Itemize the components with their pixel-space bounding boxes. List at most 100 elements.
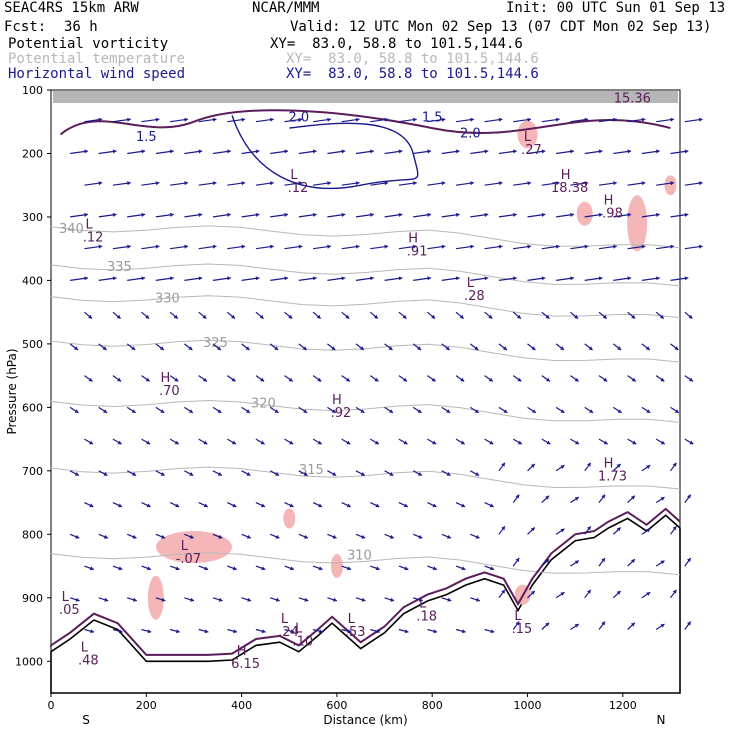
wind-arrowhead-134 xyxy=(145,314,150,319)
wind-arrowhead-201 xyxy=(160,409,165,413)
extremum-value-9: -.07 xyxy=(176,552,201,567)
wind-arrowhead-73 xyxy=(284,212,288,217)
wind-arrowhead-372 xyxy=(660,624,665,628)
wind-arrowhead-320 xyxy=(432,566,437,571)
low-pv-patch-4 xyxy=(330,554,343,579)
wind-arrowhead-39 xyxy=(570,149,574,154)
wind-arrowhead-237 xyxy=(575,440,580,445)
wind-arrowhead-166 xyxy=(417,346,422,350)
wind-arrowhead-326 xyxy=(601,558,605,562)
extremum-type-16: L xyxy=(514,609,522,624)
wind-arrowhead-103 xyxy=(527,244,531,249)
wind-arrowhead-182 xyxy=(260,377,265,382)
init-time: Init: 00 UTC Sun 01 Sep 13 xyxy=(506,0,726,16)
wind-arrowhead-364 xyxy=(433,629,438,634)
wind-arrowhead-55 xyxy=(413,181,417,186)
wind-arrowhead-238 xyxy=(603,440,608,445)
wind-arrowhead-310 xyxy=(147,566,151,571)
y-tick-label-6: 700 xyxy=(22,465,43,478)
extremum-value-15: .18 xyxy=(416,609,437,624)
wind-arrowhead-16 xyxy=(556,117,560,122)
wind-arrowhead-277 xyxy=(461,503,466,508)
wind-arrowhead-138 xyxy=(259,314,264,319)
extremum-value-17: 1.73 xyxy=(598,470,627,485)
wind-arrowhead-122 xyxy=(427,276,431,281)
wind-arrowhead-18 xyxy=(613,117,617,122)
wind-arrowhead-216 xyxy=(589,409,594,413)
wind-arrowhead-229 xyxy=(346,440,351,445)
y-tick-label-4: 500 xyxy=(22,338,43,351)
wind-arrowhead-99 xyxy=(413,244,417,249)
wind-arrowhead-254 xyxy=(418,472,422,476)
wind-arrowhead-120 xyxy=(370,276,374,281)
wind-arrowhead-260 xyxy=(587,462,591,467)
wind-arrowhead-92 xyxy=(212,244,217,249)
wind-arrowhead-124 xyxy=(484,276,489,281)
wind-arrowhead-252 xyxy=(360,472,365,476)
wind-arrowhead-149 xyxy=(574,314,579,319)
wind-arrowhead-158 xyxy=(188,346,193,350)
pv-shading-top xyxy=(53,91,678,103)
wind-arrowhead-157 xyxy=(159,346,164,350)
wind-arrowhead-176 xyxy=(88,377,93,382)
theta-contour-4 xyxy=(50,399,681,423)
low-pv-patch-6 xyxy=(283,508,296,529)
wind-arrowhead-269 xyxy=(232,503,237,508)
wind-arrowhead-24 xyxy=(141,149,146,154)
wind-arrowhead-75 xyxy=(341,212,346,217)
wind-arrowhead-272 xyxy=(318,503,323,508)
wind-arrowhead-319 xyxy=(404,566,409,571)
x-tick-label-6: 1200 xyxy=(609,699,637,712)
wind-arrowhead-42 xyxy=(656,149,660,154)
wind-arrowhead-28 xyxy=(255,149,260,154)
wind-arrowhead-202 xyxy=(188,409,193,413)
wind-arrowhead-137 xyxy=(231,314,235,319)
extremum-type-6: H xyxy=(561,168,571,183)
wind-arrowhead-214 xyxy=(532,409,536,413)
wind-arrowhead-62 xyxy=(613,181,617,186)
wind-arrowhead-40 xyxy=(598,149,603,154)
wind-arrowhead-289 xyxy=(161,534,166,539)
wind-arrowhead-282 xyxy=(601,494,605,499)
wind-arrowhead-9 xyxy=(355,117,360,122)
wind-arrowhead-297 xyxy=(389,534,394,539)
wind-arrowhead-247 xyxy=(217,472,222,476)
wind-arrowhead-248 xyxy=(246,472,251,476)
y-tick-label-5: 600 xyxy=(22,401,43,414)
wind-arrowhead-66 xyxy=(84,212,88,217)
wind-arrowhead-8 xyxy=(327,117,331,122)
wind-arrowhead-367 xyxy=(515,621,520,626)
center-name: NCAR/MMM xyxy=(252,0,320,16)
wind-arrowhead-370 xyxy=(601,621,605,626)
extremum-type-2: H xyxy=(332,393,342,408)
wind-arrowhead-154 xyxy=(74,346,78,350)
wind-arrowhead-77 xyxy=(398,212,403,217)
field-xy-pv: XY= 83.0, 58.8 to 101.5,144.6 xyxy=(270,36,523,52)
wind-arrowhead-87 xyxy=(684,212,689,217)
theta-label-1: 335 xyxy=(107,260,132,275)
wind-arrowhead-153 xyxy=(688,314,693,319)
wind-arrowhead-10 xyxy=(384,117,389,122)
wind-arrowhead-171 xyxy=(560,346,564,350)
wind-arrowhead-45 xyxy=(127,181,131,186)
wind-arrowhead-334 xyxy=(190,597,194,602)
wind-arrowhead-345 xyxy=(501,589,505,594)
theta-label-0: 340 xyxy=(59,222,84,237)
wind-arrowhead-183 xyxy=(288,377,293,382)
wind-arrowhead-263 xyxy=(672,462,677,467)
wind-arrowhead-358 xyxy=(261,629,266,634)
wind-arrowhead-76 xyxy=(370,212,374,217)
wind-arrowhead-350 xyxy=(646,592,651,596)
extremum-value-16: .15 xyxy=(512,622,533,637)
wind-arrowhead-344 xyxy=(476,597,480,602)
wind-arrowhead-160 xyxy=(245,346,250,350)
wind-arrowhead-93 xyxy=(241,244,246,249)
wind-arrowhead-327 xyxy=(630,559,635,563)
wind-arrowhead-83 xyxy=(570,212,574,217)
wind-arrowhead-178 xyxy=(145,377,150,382)
x-tick-label-1: 200 xyxy=(136,699,157,712)
wind-arrowhead-186 xyxy=(374,377,379,382)
end-label-south: S xyxy=(82,713,90,727)
wind-arrowhead-6 xyxy=(270,117,274,122)
wind-arrowhead-33 xyxy=(398,149,403,154)
